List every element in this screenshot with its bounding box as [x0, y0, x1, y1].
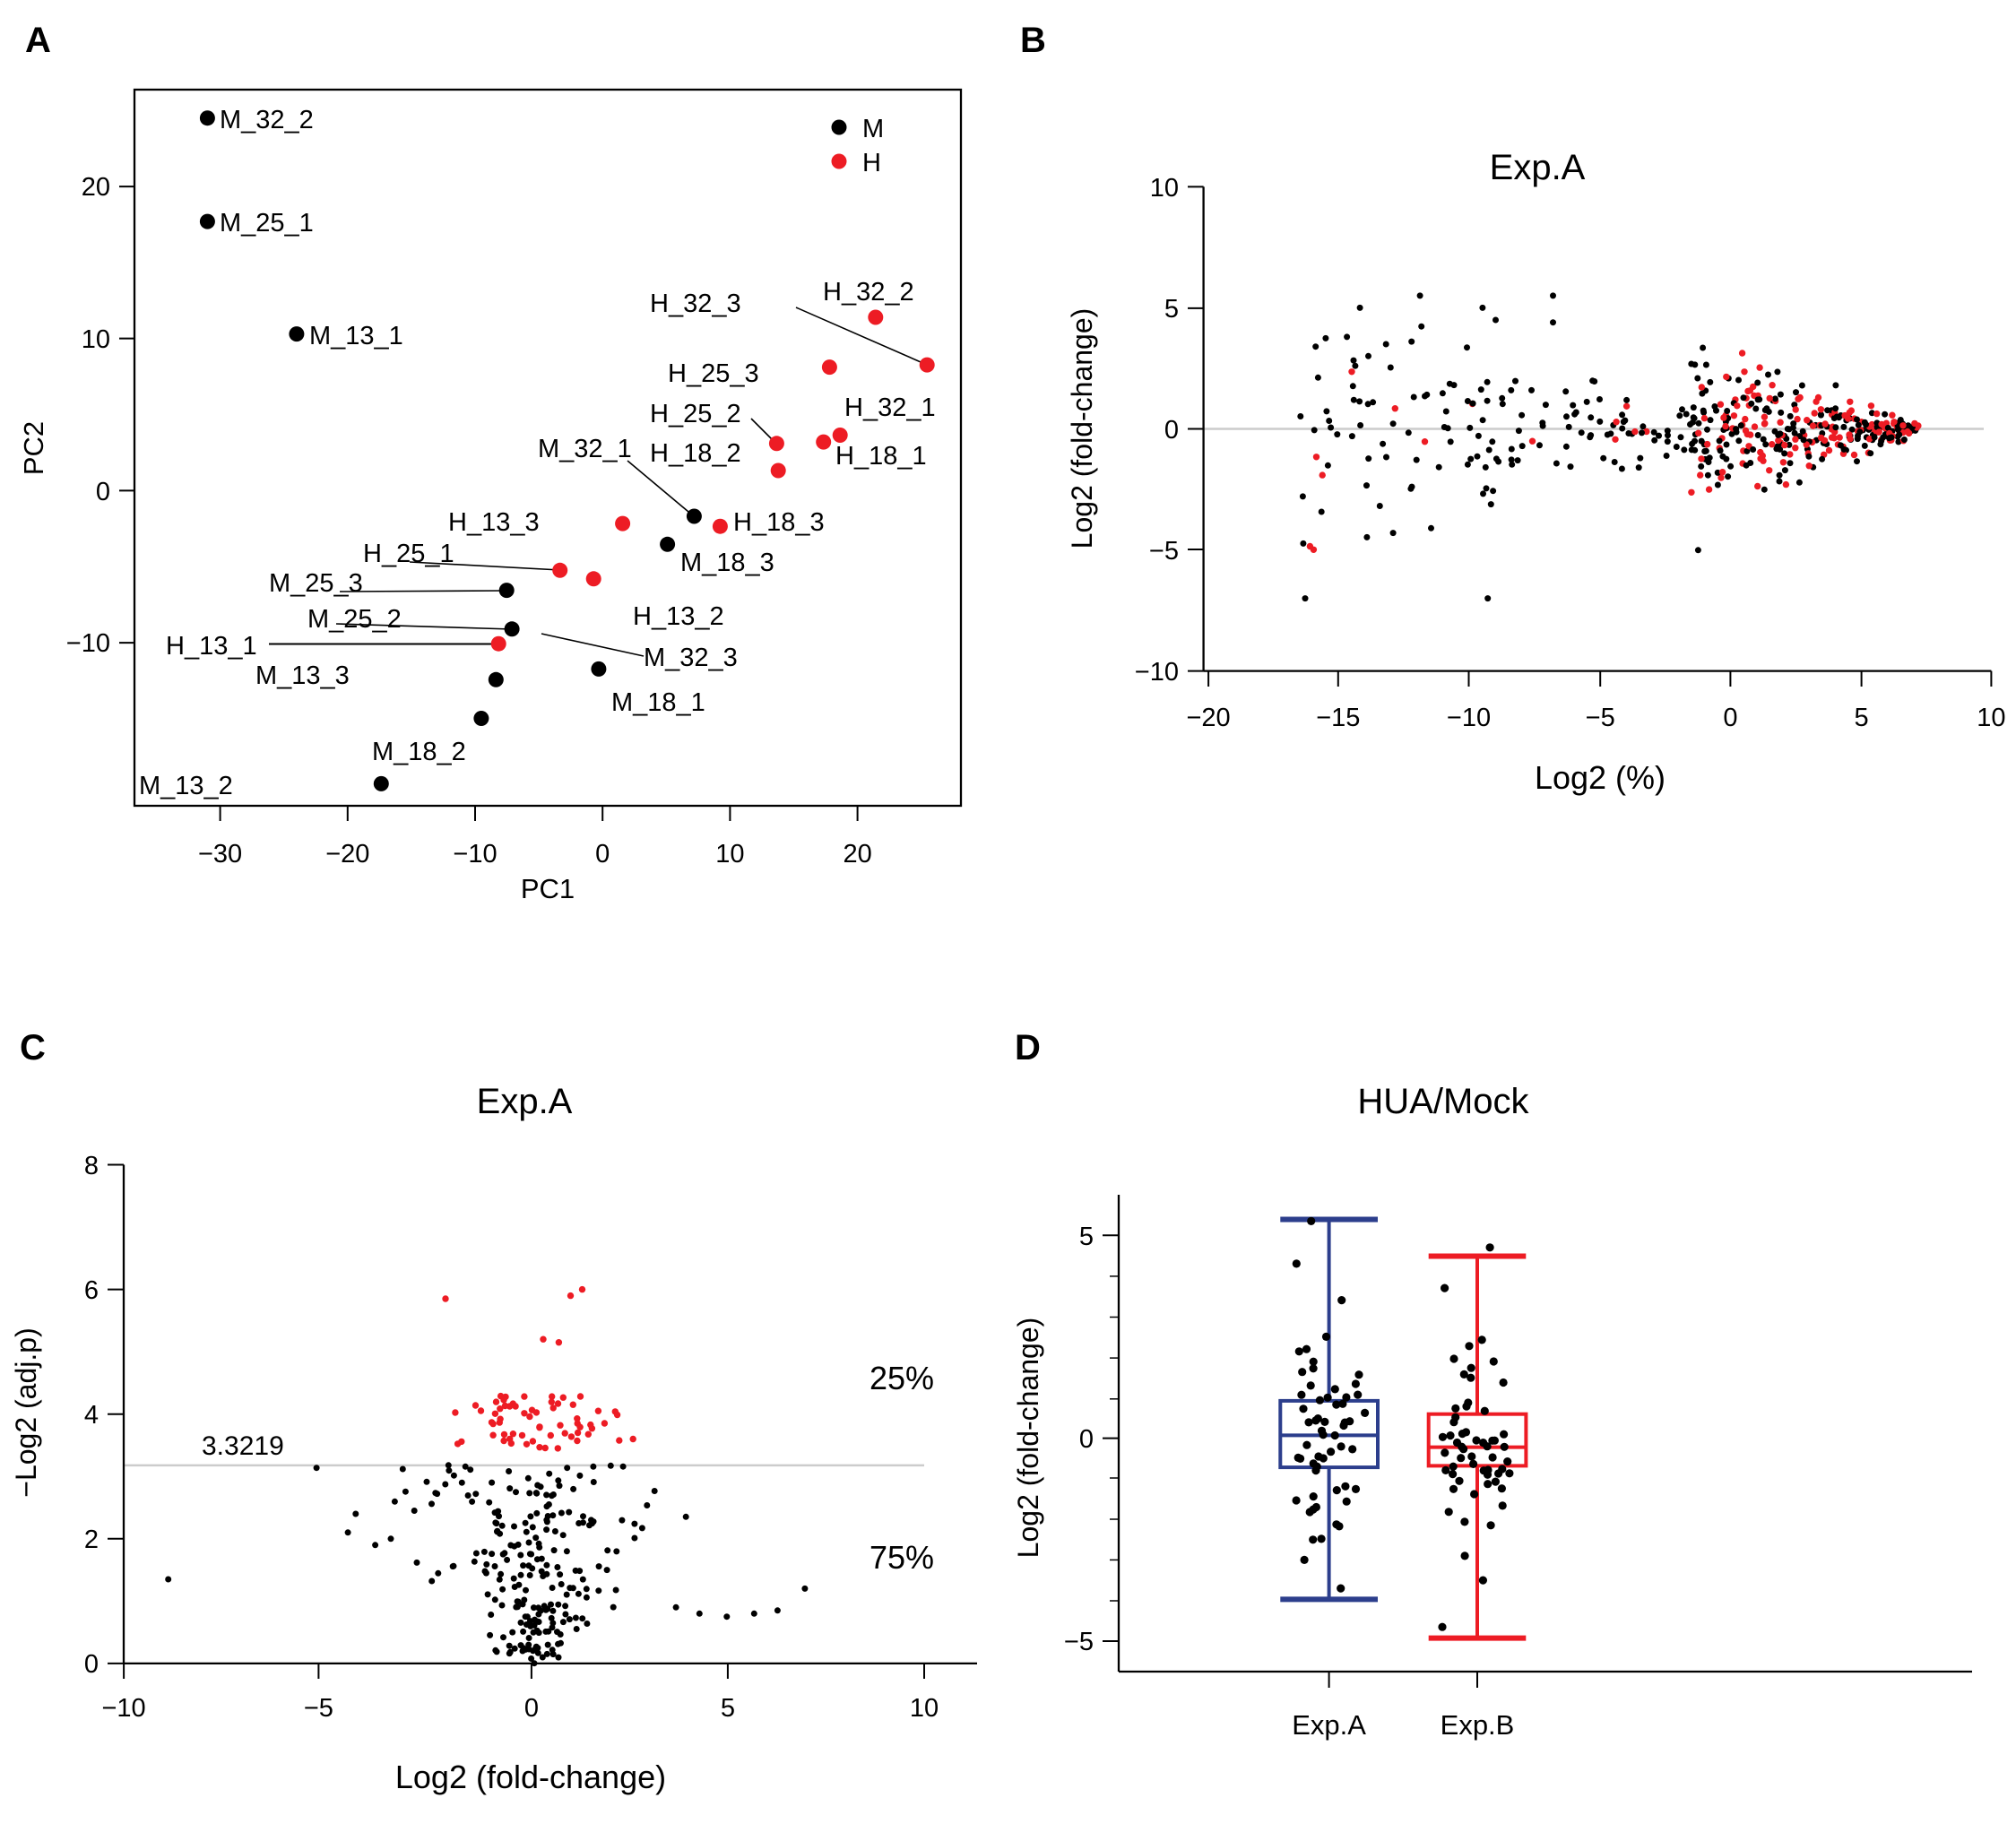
svg-text:−10: −10	[453, 840, 497, 869]
svg-text:H_13_2: H_13_2	[633, 602, 724, 631]
svg-text:6: 6	[84, 1276, 99, 1305]
svg-text:−15: −15	[1316, 704, 1360, 732]
svg-text:H_18_3: H_18_3	[733, 508, 825, 537]
svg-text:H_25_3: H_25_3	[668, 359, 759, 388]
svg-text:−10: −10	[101, 1694, 145, 1723]
svg-text:M_18_3: M_18_3	[680, 549, 774, 577]
svg-text:Log2 (%): Log2 (%)	[1535, 759, 1666, 796]
svg-text:PC1: PC1	[521, 873, 575, 904]
svg-text:M_13_2: M_13_2	[139, 772, 233, 800]
svg-text:−Log2 (adj.p): −Log2 (adj.p)	[10, 1327, 42, 1497]
svg-text:Log2 (fold-change): Log2 (fold-change)	[1012, 1318, 1044, 1559]
svg-text:−10: −10	[1135, 658, 1179, 687]
svg-text:−10: −10	[66, 629, 110, 658]
svg-text:0: 0	[1164, 416, 1179, 445]
svg-text:H_13_1: H_13_1	[166, 632, 257, 661]
svg-text:Exp.A: Exp.A	[1292, 1709, 1366, 1741]
svg-text:M_25_2: M_25_2	[307, 605, 402, 634]
svg-text:Exp.B: Exp.B	[1441, 1709, 1515, 1741]
svg-text:5: 5	[1855, 704, 1869, 732]
svg-text:5: 5	[1079, 1223, 1094, 1251]
svg-text:Exp.A: Exp.A	[477, 1082, 573, 1121]
svg-text:−30: −30	[198, 840, 242, 869]
svg-text:H_25_2: H_25_2	[650, 400, 741, 428]
svg-text:10: 10	[82, 325, 110, 354]
svg-text:10: 10	[715, 840, 744, 869]
svg-text:HUA/Mock: HUA/Mock	[1357, 1082, 1529, 1121]
svg-text:Exp.A: Exp.A	[1490, 148, 1586, 187]
svg-text:M_13_3: M_13_3	[255, 661, 350, 690]
svg-text:M: M	[862, 115, 884, 143]
svg-text:Log2 (fold-change): Log2 (fold-change)	[1066, 308, 1098, 549]
svg-text:8: 8	[84, 1152, 99, 1180]
svg-text:C: C	[20, 1028, 46, 1067]
svg-text:D: D	[1015, 1028, 1041, 1067]
svg-text:0: 0	[595, 840, 610, 869]
svg-text:10: 10	[910, 1694, 939, 1723]
svg-text:−5: −5	[304, 1694, 333, 1723]
svg-text:H_32_2: H_32_2	[823, 278, 914, 307]
svg-text:H_32_1: H_32_1	[844, 393, 936, 422]
svg-text:M_25_3: M_25_3	[269, 569, 363, 598]
svg-text:75%: 75%	[870, 1539, 934, 1576]
svg-text:−5: −5	[1149, 537, 1179, 566]
svg-text:H: H	[862, 149, 881, 177]
svg-text:−20: −20	[1186, 704, 1230, 732]
svg-text:5: 5	[721, 1694, 735, 1723]
svg-text:25%: 25%	[870, 1360, 934, 1396]
svg-text:H_25_1: H_25_1	[363, 540, 454, 568]
svg-text:H_32_3: H_32_3	[650, 290, 741, 318]
svg-text:5: 5	[1164, 295, 1179, 324]
svg-text:B: B	[1020, 21, 1046, 60]
svg-text:H_13_3: H_13_3	[448, 508, 540, 537]
svg-text:3.3219: 3.3219	[202, 1431, 284, 1461]
svg-text:2: 2	[84, 1526, 99, 1554]
svg-text:0: 0	[1723, 704, 1737, 732]
svg-text:M_32_3: M_32_3	[644, 644, 738, 672]
svg-text:4: 4	[84, 1401, 99, 1430]
svg-text:M_18_1: M_18_1	[611, 688, 705, 717]
svg-text:H_18_2: H_18_2	[650, 439, 741, 468]
svg-text:10: 10	[1977, 704, 2005, 732]
svg-text:M_18_2: M_18_2	[372, 738, 466, 766]
svg-text:−5: −5	[1586, 704, 1615, 732]
svg-text:M_13_1: M_13_1	[309, 322, 403, 350]
svg-text:−5: −5	[1064, 1628, 1094, 1656]
svg-text:H_18_1: H_18_1	[835, 442, 927, 471]
svg-text:20: 20	[82, 173, 110, 202]
svg-text:M_25_1: M_25_1	[220, 209, 314, 238]
svg-text:Log2 (fold-change): Log2 (fold-change)	[395, 1759, 666, 1795]
svg-text:−20: −20	[325, 840, 369, 869]
svg-text:0: 0	[524, 1694, 539, 1723]
svg-text:20: 20	[843, 840, 871, 869]
svg-text:−10: −10	[1447, 704, 1491, 732]
svg-text:10: 10	[1150, 174, 1179, 203]
svg-text:A: A	[25, 21, 51, 60]
svg-text:M_32_2: M_32_2	[220, 106, 314, 134]
svg-text:0: 0	[1079, 1425, 1094, 1454]
svg-text:0: 0	[96, 478, 110, 506]
svg-text:M_32_1: M_32_1	[538, 435, 632, 463]
svg-text:PC2: PC2	[18, 421, 49, 475]
svg-text:0: 0	[84, 1650, 99, 1679]
